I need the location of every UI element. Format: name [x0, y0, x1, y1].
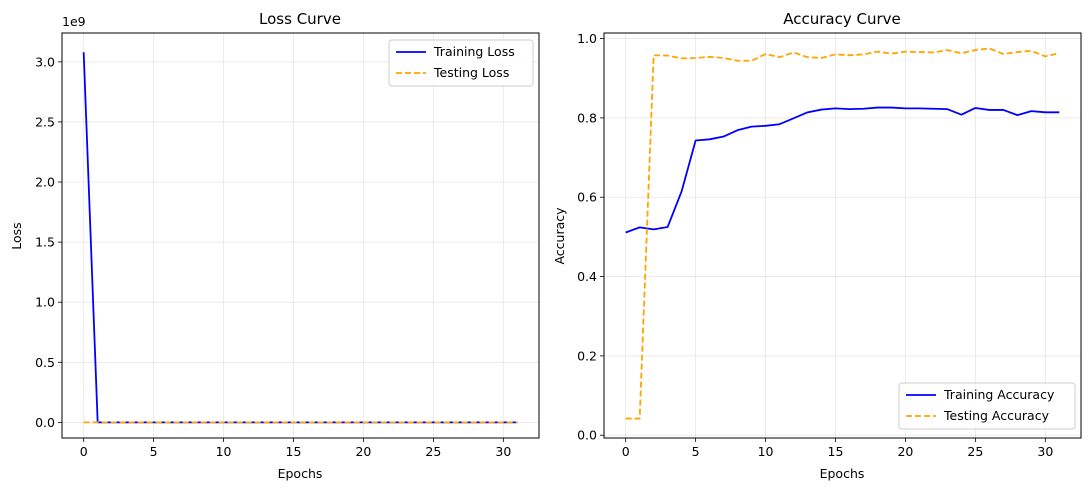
accuracy-x-tick-label: 15 [828, 444, 844, 459]
loss-y-tick-label: 1.0 [35, 295, 55, 310]
loss-x-tick-label: 5 [150, 444, 158, 459]
loss-y-tick-label: 3.0 [35, 54, 55, 69]
loss-y-tick-label: 0.0 [35, 415, 55, 430]
loss-y-tick-label: 0.5 [35, 355, 55, 370]
accuracy-legend: Training Accuracy Testing Accuracy [898, 382, 1076, 430]
loss-y-tick-label: 2.0 [35, 175, 55, 190]
accuracy-x-tick-label: 5 [692, 444, 700, 459]
loss-y-offset-label: 1e9 [62, 14, 86, 29]
loss-plot-frame [61, 32, 540, 439]
loss-series-train-line [82, 52, 518, 424]
loss-x-tick-label: 20 [355, 444, 371, 459]
accuracy-y-tick-label: 1.0 [577, 31, 597, 46]
loss-legend: Training Loss Testing Loss [388, 39, 534, 87]
loss-y-tick-label: 1.5 [35, 235, 55, 250]
loss-x-tick-label: 0 [80, 444, 88, 459]
accuracy-x-tick-label: 25 [967, 444, 983, 459]
accuracy-y-axis-label: Accuracy [552, 207, 567, 265]
loss-x-tick-label: 30 [495, 444, 511, 459]
accuracy-x-tick-label: 10 [758, 444, 774, 459]
accuracy-y-tick-label: 0.2 [577, 348, 597, 363]
accuracy-x-tick-label: 20 [897, 444, 913, 459]
loss-y-tick-label: 2.5 [35, 114, 55, 129]
accuracy-plot-frame [603, 32, 1082, 439]
accuracy-x-tick-label: 30 [1037, 444, 1053, 459]
accuracy-y-tick-label: 0.6 [577, 190, 597, 205]
accuracy-y-tick-label: 0.8 [577, 110, 597, 125]
loss-x-tick-label: 15 [286, 444, 302, 459]
loss-chart-title: Loss Curve [259, 10, 341, 28]
loss-x-tick-label: 25 [425, 444, 441, 459]
loss-x-tick-label: 10 [216, 444, 232, 459]
loss-y-axis-label: Loss [9, 222, 24, 249]
accuracy-y-tick-label: 0.4 [577, 269, 597, 284]
accuracy-legend-box [898, 382, 1076, 430]
accuracy-legend-label-test: Testing Accuracy [943, 408, 1050, 423]
loss-legend-label-test: Testing Loss [433, 65, 509, 80]
accuracy-legend-label-train: Training Accuracy [943, 387, 1055, 402]
loss-chart: Loss Curve Epochs Loss 1e9 0 5 10 15 20 25 30 0… [9, 10, 540, 481]
accuracy-x-axis-label: Epochs [820, 466, 865, 481]
accuracy-series-train-line [625, 106, 1060, 234]
accuracy-y-tick-label: 0.0 [577, 428, 597, 443]
accuracy-chart-title: Accuracy Curve [783, 10, 901, 28]
loss-legend-label-train: Training Loss [433, 44, 515, 59]
accuracy-series-test-line [625, 47, 1060, 420]
accuracy-chart: Accuracy Curve Epochs Accuracy 0 5 10 15 20 2… [552, 10, 1082, 481]
accuracy-x-tick-label: 0 [622, 444, 630, 459]
loss-x-axis-label: Epochs [278, 466, 323, 481]
